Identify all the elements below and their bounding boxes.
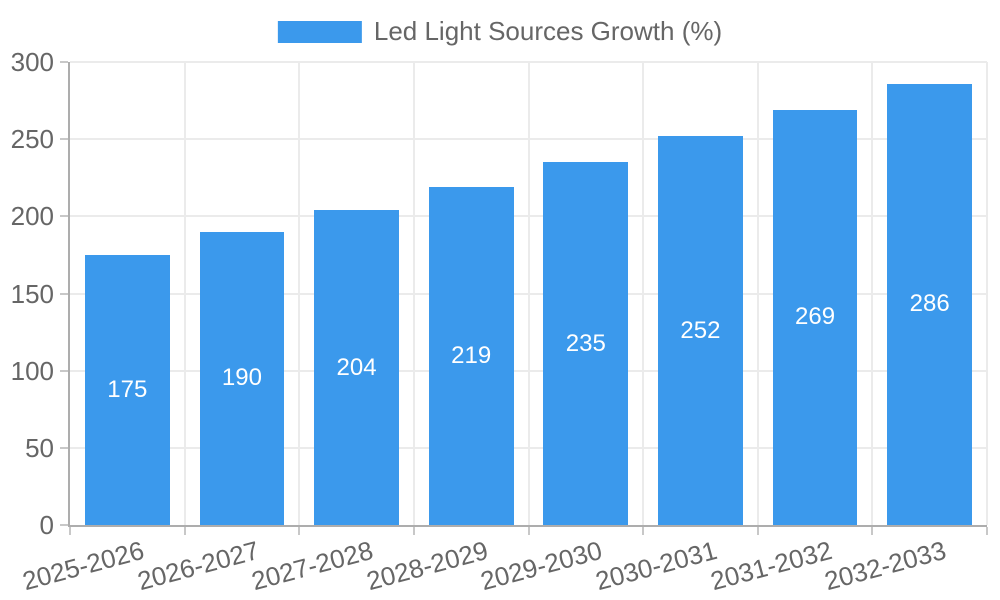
bar: 286 (887, 83, 973, 525)
bar-category-cell: 286 (872, 62, 987, 525)
y-axis-label: 50 (25, 432, 54, 463)
bar-value-label: 252 (680, 316, 721, 344)
y-axis-label: 150 (10, 278, 54, 309)
x-axis-label: 2028-2029 (363, 535, 491, 597)
bar-category-cell: 252 (643, 62, 758, 525)
y-axis-tick (60, 61, 68, 63)
gridline-vertical (298, 62, 301, 525)
y-axis-label: 300 (10, 47, 54, 77)
y-axis-tick (60, 446, 68, 449)
bar: 252 (658, 136, 743, 525)
bar: 190 (199, 231, 285, 525)
y-axis-label: 100 (10, 355, 54, 386)
y-axis-tick (60, 369, 68, 372)
gridline-vertical (986, 62, 988, 525)
x-axis-label: 2029-2030 (477, 535, 606, 597)
y-axis-label: 250 (10, 124, 54, 155)
bar-category-cell: 175 (70, 62, 185, 525)
legend-swatch (277, 20, 362, 43)
x-axis-tick (527, 527, 530, 535)
bar-category-cell: 219 (414, 62, 529, 525)
bar-value-label: 175 (107, 375, 148, 403)
bar-value-label: 219 (451, 342, 492, 369)
y-axis-labels: 0 50 100 150 200 250 300 (0, 47, 54, 540)
x-axis-label: 2031-2032 (706, 535, 835, 597)
y-axis-tick (60, 524, 68, 526)
legend-label: Led Light Sources Growth (%) (373, 16, 723, 46)
bar-value-label: 286 (909, 290, 950, 318)
x-axis-tick (298, 527, 301, 535)
y-axis-label: 0 (39, 510, 54, 540)
x-axis-label: 2026-2027 (133, 535, 262, 597)
x-axis-label: 2030-2031 (592, 535, 721, 597)
x-axis-label: 2032-2033 (821, 535, 950, 597)
bar-value-label: 204 (336, 353, 377, 381)
bar-value-label: 190 (221, 364, 262, 392)
bar: 219 (428, 187, 514, 525)
y-axis-tick (60, 215, 68, 218)
x-axis-label: 2025-2026 (19, 535, 148, 597)
bar: 204 (314, 210, 399, 525)
bar-category-cell: 190 (185, 62, 300, 525)
bar-value-label: 235 (565, 329, 606, 357)
x-axis-tick (69, 527, 71, 535)
bar-value-label: 269 (795, 303, 836, 331)
bars-container: 175 190 204 219 235 252 269 286 (70, 62, 987, 525)
plot-area: 175 190 204 219 235 252 269 286 (60, 61, 988, 535)
x-axis-tick (986, 527, 988, 535)
gridline-vertical (871, 62, 874, 525)
y-axis-label: 200 (10, 201, 54, 232)
gridline-vertical (183, 62, 186, 525)
y-axis-tick (60, 138, 68, 141)
gridline-vertical (642, 62, 645, 525)
bar: 269 (772, 109, 858, 525)
y-axis-tick (60, 292, 68, 295)
bar-category-cell: 235 (529, 62, 644, 525)
legend-item[interactable]: Led Light Sources Growth (%) (277, 16, 723, 47)
gridline-vertical (756, 62, 759, 525)
gridline-vertical (412, 62, 415, 525)
bar: 175 (84, 254, 170, 525)
gridline-vertical (527, 62, 530, 525)
x-axis-tick (412, 527, 415, 535)
x-axis-tick (756, 527, 759, 535)
bar-category-cell: 269 (758, 62, 873, 525)
bar: 235 (543, 162, 629, 525)
bar-category-cell: 204 (299, 62, 414, 525)
x-axis-tick (871, 527, 874, 535)
x-axis-tick (183, 527, 186, 535)
x-axis-label: 2027-2028 (248, 535, 377, 597)
x-axis-tick (642, 527, 645, 535)
